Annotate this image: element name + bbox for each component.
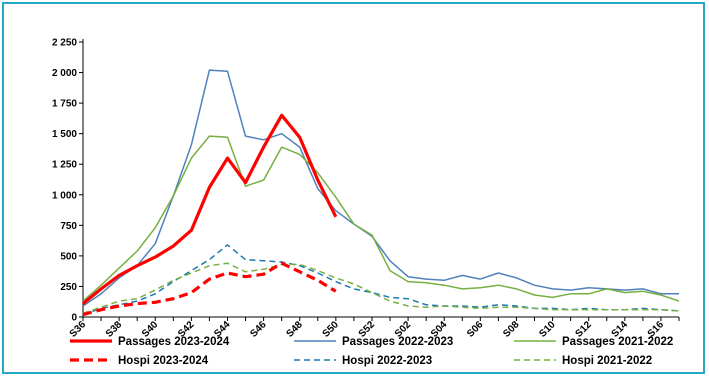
legend-label-3: Hospi 2023-2024: [118, 355, 209, 367]
legend-label-1: Passages 2022-2023: [342, 336, 453, 348]
series-line-2: [82, 135, 680, 302]
line-chart: 0 250 500 750 1 000 1 250 1 500 1 750 2 000 2 250…: [52, 38, 680, 367]
series-line-0: [81, 113, 338, 305]
series-line-1: [82, 69, 679, 307]
y-tick-label: 1 250: [52, 160, 77, 171]
y-tick-label: 1 500: [52, 129, 77, 140]
x-tick-label: S50: [321, 319, 342, 340]
legend-label-5: Hospi 2021-2022: [562, 355, 652, 367]
x-tick-label: S10: [537, 319, 558, 340]
legend-label-4: Hospi 2022-2023: [342, 355, 432, 367]
x-tick-label: S08: [501, 319, 522, 340]
legend-label-2: Passages 2021-2022: [562, 336, 673, 348]
y-tick-label: 0: [71, 313, 77, 324]
y-tick-label: 500: [60, 251, 77, 262]
y-axis-ticks: 0 250 500 750 1 000 1 250 1 500 1 750 2 000 2 250: [52, 38, 83, 324]
y-tick-label: 750: [60, 221, 77, 232]
legend-label-0: Passages 2023-2024: [118, 336, 230, 348]
chart-axes: [82, 39, 679, 318]
y-tick-label: 2 250: [52, 38, 77, 49]
x-tick-label: S48: [284, 319, 305, 340]
y-tick-label: 250: [60, 282, 77, 293]
x-tick-label: S46: [248, 319, 269, 340]
y-tick-label: 1 750: [52, 99, 77, 110]
y-tick-label: 2 000: [52, 68, 77, 79]
series-line-3: [82, 261, 337, 317]
x-tick-label: S06: [465, 319, 486, 340]
series-lines: [81, 69, 680, 317]
legend: Passages 2023-2024 Passages 2022-2023 Pass…: [70, 336, 673, 367]
series-line-4: [82, 244, 680, 316]
y-tick-label: 1 000: [52, 190, 77, 201]
